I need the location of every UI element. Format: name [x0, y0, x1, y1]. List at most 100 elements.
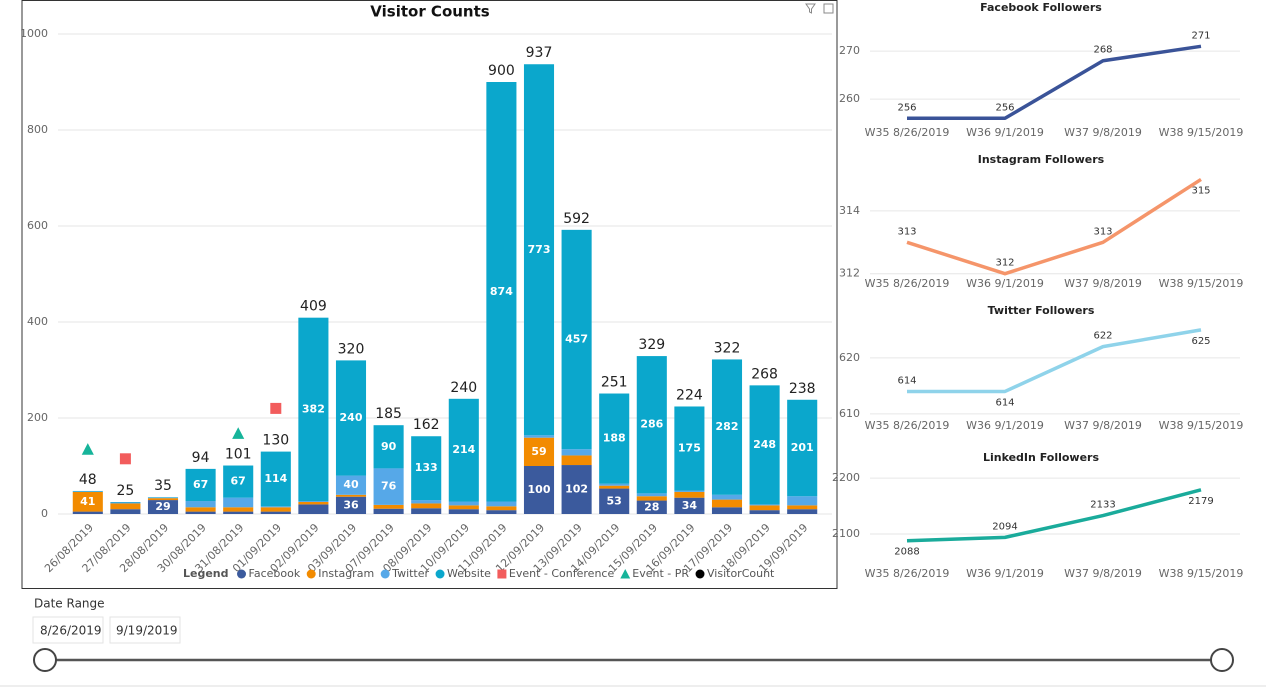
total-label: 48 — [79, 472, 97, 488]
segment-label: 100 — [528, 483, 551, 496]
bar-segment — [186, 512, 216, 514]
x-tick-label: W38 9/15/2019 — [1159, 419, 1244, 432]
y-tick-label: 400 — [27, 315, 48, 328]
bar-segment — [712, 495, 742, 500]
bar-segment — [223, 512, 253, 514]
bar-segment — [223, 507, 253, 511]
total-label: 268 — [751, 366, 778, 382]
event-marker — [270, 403, 281, 414]
y-tick-label: 200 — [27, 411, 48, 424]
bar-segment — [73, 512, 103, 514]
x-tick-label: W38 9/15/2019 — [1159, 126, 1244, 139]
data-label: 312 — [995, 258, 1014, 269]
x-tick-label: W35 8/26/2019 — [865, 277, 950, 290]
chart-title: Visitor Counts — [370, 3, 489, 21]
segment-label: 248 — [753, 438, 776, 451]
data-label: 614 — [995, 397, 1014, 408]
y-tick-label: 610 — [839, 407, 860, 420]
y-tick-label: 0 — [41, 507, 48, 520]
segment-label: 53 — [607, 494, 622, 507]
legend-marker — [307, 570, 316, 579]
bar-segment — [486, 510, 516, 514]
bar-segment — [486, 506, 516, 510]
bar-segment — [787, 509, 817, 514]
bar-segment — [261, 512, 291, 514]
data-label: 271 — [1191, 30, 1210, 41]
data-label: 614 — [897, 375, 916, 386]
bar-segment — [524, 435, 554, 437]
y-tick-label: 260 — [839, 92, 860, 105]
bar-segment — [411, 508, 441, 514]
legend-marker — [696, 570, 705, 579]
x-tick-label: W35 8/26/2019 — [865, 126, 950, 139]
date-end[interactable]: 9/19/2019 — [116, 624, 178, 638]
data-label: 268 — [1093, 45, 1112, 56]
total-label: 409 — [300, 299, 327, 315]
panel-title: LinkedIn Followers — [983, 451, 1099, 464]
legend-label: Twitter — [391, 567, 429, 580]
panel-title: Twitter Followers — [988, 304, 1095, 317]
data-label: 256 — [995, 102, 1014, 113]
total-label: 101 — [225, 447, 252, 463]
bar-segment — [261, 506, 291, 507]
y-tick-label: 1000 — [20, 27, 48, 40]
total-label: 238 — [789, 381, 816, 397]
legend-label: Instagram — [318, 567, 374, 580]
segment-label: 67 — [231, 475, 246, 488]
segment-label: 240 — [340, 411, 363, 424]
total-label: 25 — [116, 483, 134, 499]
total-label: 185 — [375, 406, 402, 422]
bar-segment — [486, 502, 516, 507]
x-tick-label: W37 9/8/2019 — [1064, 567, 1142, 580]
bar-segment — [336, 495, 366, 497]
bar-segment — [712, 507, 742, 514]
legend-marker — [436, 570, 445, 579]
data-label: 2133 — [1090, 500, 1115, 511]
bar-segment — [750, 504, 780, 505]
segment-label: 175 — [678, 441, 701, 454]
bar-segment — [374, 505, 404, 509]
legend-label: Event - Conference — [509, 567, 615, 580]
data-label: 2179 — [1188, 496, 1213, 507]
legend-label: Facebook — [249, 567, 301, 580]
bar-segment — [110, 509, 140, 514]
bar-segment — [674, 492, 704, 498]
bar-segment — [449, 505, 479, 509]
segment-label: 90 — [381, 440, 397, 453]
line — [907, 46, 1201, 118]
line — [907, 490, 1201, 541]
x-tick-label: W36 9/1/2019 — [966, 419, 1044, 432]
bar-segment — [374, 509, 404, 514]
bar-segment — [712, 500, 742, 508]
x-tick-label: W38 9/15/2019 — [1159, 567, 1244, 580]
date-start[interactable]: 8/26/2019 — [40, 624, 102, 638]
y-tick-label: 312 — [839, 267, 860, 280]
total-label: 240 — [450, 380, 477, 396]
segment-label: 382 — [302, 402, 325, 415]
legend-label: Event - PR — [632, 567, 689, 580]
segment-label: 29 — [155, 500, 170, 513]
bar-segment — [110, 503, 140, 509]
bar-segment — [411, 503, 441, 508]
panel-title: Facebook Followers — [980, 1, 1102, 14]
slider-handle-start[interactable] — [34, 649, 56, 671]
legend-marker — [381, 570, 390, 579]
total-label: 329 — [638, 337, 665, 353]
slider-handle-end[interactable] — [1211, 649, 1233, 671]
segment-label: 36 — [343, 498, 359, 511]
segment-label: 773 — [528, 243, 551, 256]
x-tick-label: W35 8/26/2019 — [865, 419, 950, 432]
line — [907, 179, 1201, 273]
slicer-title: Date Range — [34, 597, 105, 611]
legend-title: Legend — [183, 567, 229, 580]
segment-label: 41 — [80, 495, 95, 508]
bar-segment — [411, 500, 441, 503]
total-label: 900 — [488, 63, 515, 79]
y-tick-label: 270 — [839, 44, 860, 57]
bar-segment — [449, 509, 479, 514]
segment-label: 67 — [193, 478, 208, 491]
bar-segment — [186, 501, 216, 507]
total-label: 162 — [413, 417, 440, 433]
bar-segment — [449, 502, 479, 506]
panel-title: Instagram Followers — [978, 153, 1105, 166]
